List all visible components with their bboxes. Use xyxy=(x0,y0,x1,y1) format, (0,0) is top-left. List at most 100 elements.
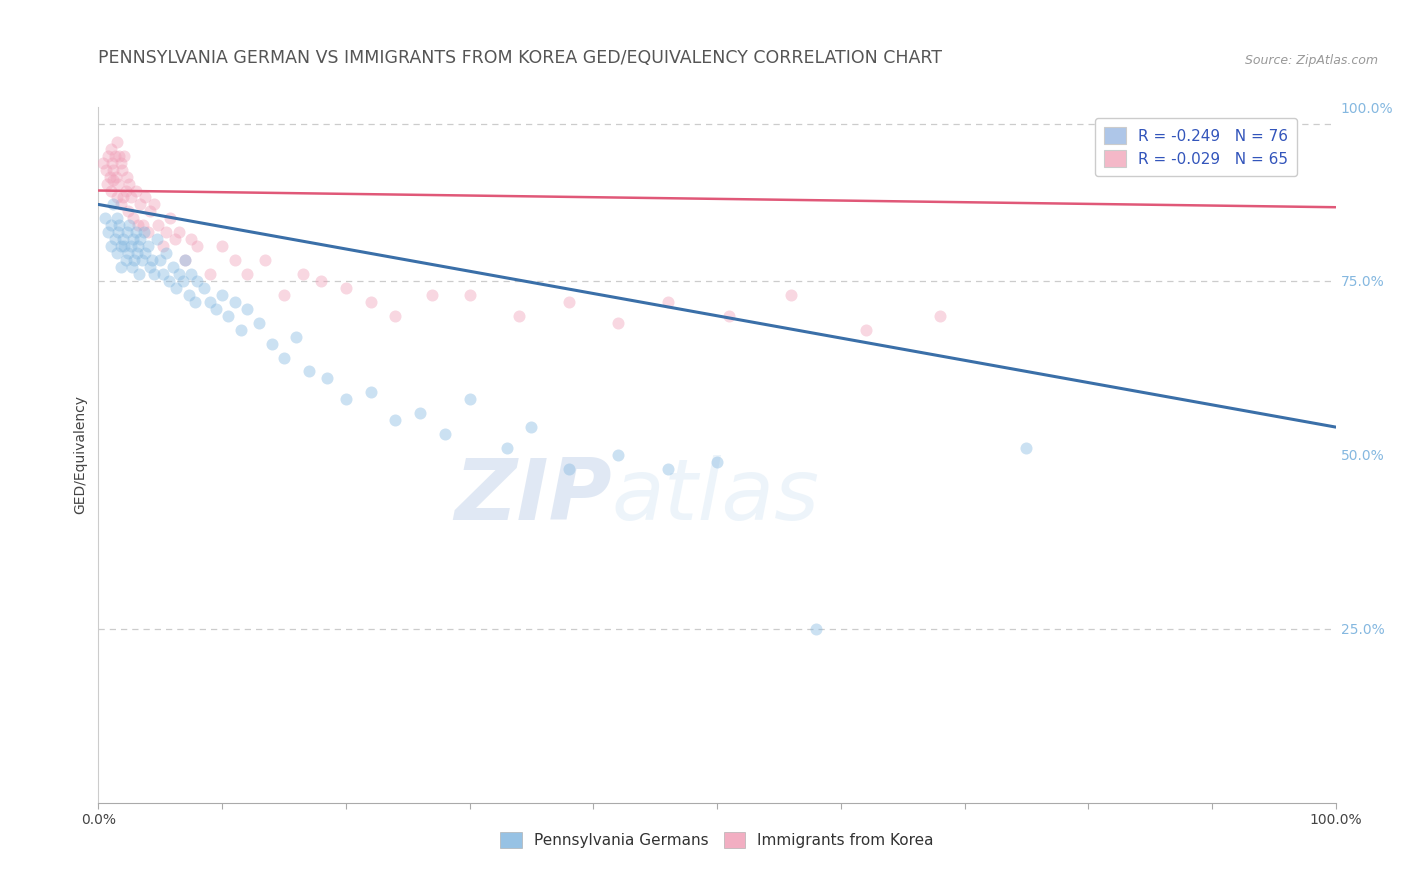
Point xyxy=(217,309,239,323)
Point xyxy=(100,219,122,233)
Point xyxy=(110,155,132,169)
Point xyxy=(107,177,129,191)
Point xyxy=(134,225,156,239)
Point xyxy=(110,197,132,211)
Point xyxy=(273,351,295,365)
Y-axis label: GED/Equivalency: GED/Equivalency xyxy=(73,395,87,515)
Point xyxy=(127,219,149,233)
Point xyxy=(131,253,153,268)
Point xyxy=(121,260,143,274)
Point xyxy=(108,149,131,163)
Point xyxy=(184,294,207,309)
Point xyxy=(105,190,128,204)
Point xyxy=(236,267,259,281)
Point xyxy=(125,246,148,260)
Point xyxy=(316,371,339,385)
Point xyxy=(193,281,215,295)
Point xyxy=(120,190,142,204)
Point xyxy=(127,239,149,253)
Point xyxy=(495,441,517,455)
Point xyxy=(433,427,456,442)
Point xyxy=(129,232,152,246)
Point xyxy=(229,323,252,337)
Point xyxy=(115,169,138,184)
Point xyxy=(134,190,156,204)
Point xyxy=(100,239,122,253)
Point xyxy=(146,219,169,233)
Point xyxy=(409,406,432,420)
Point xyxy=(96,177,118,191)
Point xyxy=(211,288,233,302)
Point xyxy=(198,294,221,309)
Point xyxy=(134,246,156,260)
Point xyxy=(780,288,803,302)
Point xyxy=(112,239,135,253)
Point xyxy=(152,239,174,253)
Point xyxy=(298,364,321,378)
Text: Source: ZipAtlas.com: Source: ZipAtlas.com xyxy=(1244,54,1378,67)
Point xyxy=(105,135,128,149)
Point xyxy=(285,329,308,343)
Point xyxy=(205,301,228,316)
Point xyxy=(174,253,197,268)
Point xyxy=(928,309,950,323)
Point xyxy=(718,309,741,323)
Point xyxy=(557,462,579,476)
Point xyxy=(100,142,122,156)
Point xyxy=(143,197,166,211)
Point xyxy=(174,253,197,268)
Point xyxy=(508,309,530,323)
Point xyxy=(114,253,136,268)
Point xyxy=(112,232,135,246)
Text: PENNSYLVANIA GERMAN VS IMMIGRANTS FROM KOREA GED/EQUIVALENCY CORRELATION CHART: PENNSYLVANIA GERMAN VS IMMIGRANTS FROM K… xyxy=(98,49,942,67)
Text: ZIP: ZIP xyxy=(454,455,612,538)
Point xyxy=(112,190,135,204)
Point xyxy=(98,169,121,184)
Point xyxy=(104,169,127,184)
Point xyxy=(149,253,172,268)
Point xyxy=(103,232,125,246)
Point xyxy=(422,288,444,302)
Point xyxy=(177,288,200,302)
Point xyxy=(120,239,142,253)
Point xyxy=(167,267,190,281)
Point xyxy=(117,204,139,219)
Point xyxy=(180,267,202,281)
Point xyxy=(136,239,159,253)
Point xyxy=(110,239,132,253)
Point xyxy=(103,197,125,211)
Point xyxy=(155,225,177,239)
Point xyxy=(136,225,159,239)
Point xyxy=(105,211,128,226)
Point xyxy=(384,309,406,323)
Point xyxy=(143,267,166,281)
Point xyxy=(107,225,129,239)
Point xyxy=(93,211,115,226)
Point xyxy=(804,622,827,636)
Point xyxy=(105,246,128,260)
Point xyxy=(165,281,187,295)
Point xyxy=(97,149,120,163)
Point xyxy=(115,225,138,239)
Point xyxy=(94,162,117,177)
Point xyxy=(157,274,180,288)
Point xyxy=(139,260,162,274)
Point xyxy=(172,274,194,288)
Point xyxy=(93,155,115,169)
Point xyxy=(607,448,630,462)
Point xyxy=(129,197,152,211)
Point xyxy=(224,253,246,268)
Point xyxy=(101,155,124,169)
Point xyxy=(122,232,145,246)
Point xyxy=(458,392,481,407)
Point xyxy=(128,267,150,281)
Point xyxy=(458,288,481,302)
Point xyxy=(360,385,382,400)
Point xyxy=(557,294,579,309)
Point xyxy=(103,162,125,177)
Point xyxy=(236,301,259,316)
Point xyxy=(309,274,332,288)
Point xyxy=(111,162,134,177)
Point xyxy=(706,455,728,469)
Point xyxy=(132,219,155,233)
